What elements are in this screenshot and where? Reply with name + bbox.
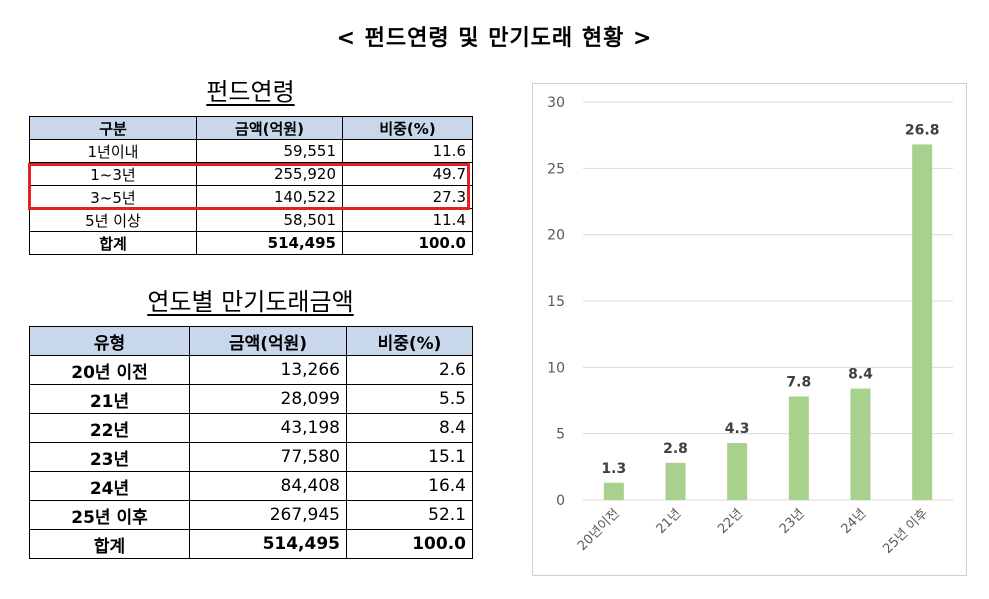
table-cell: 11.6 bbox=[342, 139, 473, 163]
bar bbox=[665, 462, 686, 500]
table-cell: 11.4 bbox=[342, 208, 473, 232]
bar bbox=[788, 396, 809, 500]
page-title: < 펀드연령 및 만기도래 현황 > bbox=[336, 26, 653, 51]
data-label: 7.8 bbox=[786, 375, 811, 391]
table-cell: 27.3 bbox=[342, 185, 473, 209]
table-cell: 140,522 bbox=[196, 185, 343, 209]
table-cell: 15.1 bbox=[346, 442, 473, 472]
y-tick-label: 30 bbox=[547, 95, 565, 111]
table-cell: 5.5 bbox=[346, 384, 473, 414]
column-header: 비중(%) bbox=[342, 116, 473, 140]
table-cell: 84,408 bbox=[189, 471, 347, 501]
data-label: 1.3 bbox=[601, 461, 626, 477]
table-cell: 28,099 bbox=[189, 384, 347, 414]
y-tick-label: 5 bbox=[556, 427, 565, 443]
table-cell: 514,495 bbox=[196, 231, 343, 255]
y-tick-label: 10 bbox=[547, 360, 565, 376]
table-cell: 13,266 bbox=[189, 355, 347, 385]
table-row: 5년 이상 58,501 11.4 bbox=[29, 208, 473, 232]
column-header: 비중(%) bbox=[346, 326, 473, 356]
highlight-box bbox=[28, 163, 470, 210]
table-row: 1년이내 59,551 11.6 bbox=[29, 139, 473, 163]
fund-age-title: 펀드연령 bbox=[206, 78, 295, 106]
table-cell: 52.1 bbox=[346, 500, 473, 530]
table-cell: 59,551 bbox=[196, 139, 343, 163]
table-cell: 16.4 bbox=[346, 471, 473, 501]
y-tick-label: 15 bbox=[547, 294, 565, 310]
table-row: 20년 이전 13,266 2.6 bbox=[29, 355, 473, 385]
table-total-row: 합계 514,495 100.0 bbox=[29, 529, 473, 559]
table-cell: 43,198 bbox=[189, 413, 347, 443]
x-tick-label: 23년 bbox=[777, 506, 808, 537]
maturity-title: 연도별 만기도래금액 bbox=[147, 288, 354, 316]
table-cell: 514,495 bbox=[189, 529, 347, 559]
table-cell: 267,945 bbox=[189, 500, 347, 530]
bar bbox=[727, 442, 748, 500]
data-label: 2.8 bbox=[663, 441, 688, 457]
column-header: 금액(억원) bbox=[196, 116, 343, 140]
bar bbox=[603, 482, 624, 500]
table-cell: 22년 bbox=[29, 413, 190, 443]
table-row: 21년 28,099 5.5 bbox=[29, 384, 473, 414]
table-cell: 20년 이전 bbox=[29, 355, 190, 385]
table-cell: 77,580 bbox=[189, 442, 347, 472]
x-tick-label: 22년 bbox=[715, 506, 746, 537]
column-header: 금액(억원) bbox=[189, 326, 347, 356]
table-cell: 25년 이후 bbox=[29, 500, 190, 530]
y-tick-label: 0 bbox=[556, 493, 565, 509]
x-tick-label: 21년 bbox=[654, 506, 685, 537]
column-header: 유형 bbox=[29, 326, 190, 356]
table-cell: 100.0 bbox=[346, 529, 473, 559]
table-cell: 합계 bbox=[29, 529, 190, 559]
table-cell: 8.4 bbox=[346, 413, 473, 443]
table-cell: 24년 bbox=[29, 471, 190, 501]
table-cell: 2.6 bbox=[346, 355, 473, 385]
maturity-table: 유형 금액(억원) 비중(%) 20년 이전 13,266 2.6 21년 28… bbox=[29, 326, 473, 559]
data-label: 26.8 bbox=[905, 122, 940, 138]
table-cell: 5년 이상 bbox=[29, 208, 197, 232]
fund-age-table: 구분 금액(억원) 비중(%) 1년이내 59,551 11.6 1~3년 25… bbox=[29, 116, 473, 255]
bar-chart-svg: 0 5 10 15 20 25 30 1.3 20년이전 2.8 21년 4.3 22년 7.8 23년 8.… bbox=[547, 95, 953, 557]
table-cell: 합계 bbox=[29, 231, 197, 255]
data-label: 8.4 bbox=[848, 367, 873, 383]
table-cell: 1년이내 bbox=[29, 139, 197, 163]
table-row: 23년 77,580 15.1 bbox=[29, 442, 473, 472]
table-cell: 23년 bbox=[29, 442, 190, 472]
x-tick-label: 25년 이후 bbox=[880, 506, 931, 557]
x-tick-label: 24년 bbox=[839, 506, 870, 537]
table-header-row: 유형 금액(억원) 비중(%) bbox=[29, 326, 473, 356]
table-row: 22년 43,198 8.4 bbox=[29, 413, 473, 443]
table-row: 25년 이후 267,945 52.1 bbox=[29, 500, 473, 530]
y-tick-label: 20 bbox=[547, 228, 565, 244]
column-header: 구분 bbox=[29, 116, 197, 140]
table-total-row: 합계 514,495 100.0 bbox=[29, 231, 473, 255]
x-tick-label: 20년이전 bbox=[575, 506, 623, 554]
table-header-row: 구분 금액(억원) 비중(%) bbox=[29, 116, 473, 140]
bar bbox=[850, 388, 871, 500]
table-cell: 21년 bbox=[29, 384, 190, 414]
data-label: 4.3 bbox=[725, 421, 750, 437]
table-cell: 58,501 bbox=[196, 208, 343, 232]
y-tick-label: 25 bbox=[547, 161, 565, 177]
maturity-chart: 0 5 10 15 20 25 30 1.3 20년이전 2.8 21년 4.3 22년 7.8 23년 8.… bbox=[532, 83, 967, 576]
table-cell: 100.0 bbox=[342, 231, 473, 255]
table-row: 24년 84,408 16.4 bbox=[29, 471, 473, 501]
bar bbox=[912, 144, 933, 500]
